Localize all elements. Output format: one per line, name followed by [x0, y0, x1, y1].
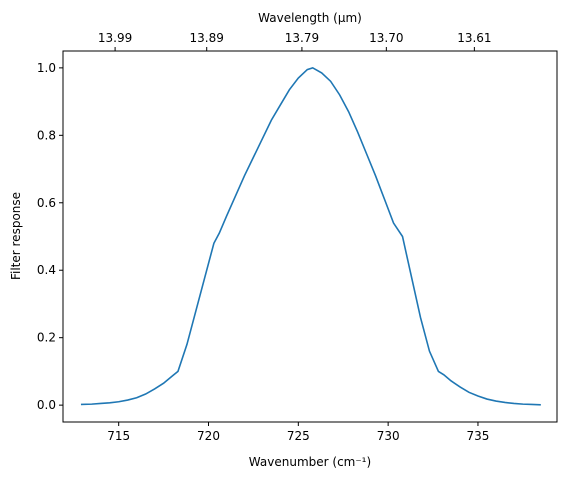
plot-area-frame [62, 50, 558, 423]
y-tick-label: 0.6 [37, 196, 56, 210]
top-axis-ticks: 13.99 13.89 13.79 13.70 13.61 [98, 31, 492, 51]
top-axis-title: Wavelength (μm) [258, 11, 362, 25]
y-tick-label: 0.4 [37, 263, 56, 277]
top-tick-label: 13.61 [457, 31, 491, 45]
series-line-filter-response [80, 66, 541, 406]
top-tick-label: 13.70 [369, 31, 403, 45]
y-tick-label: 0.0 [37, 398, 56, 412]
top-tick-label: 13.99 [98, 31, 132, 45]
left-axis-ticks: 0.0 0.2 0.4 0.6 0.8 1.0 [37, 61, 63, 412]
x-tick-label: 730 [377, 429, 400, 443]
bottom-axis-ticks: 715 720 725 730 735 [107, 422, 489, 443]
x-tick-label: 720 [197, 429, 220, 443]
y-axis-title: Filter response [9, 192, 23, 280]
top-tick-label: 13.89 [190, 31, 224, 45]
x-tick-label: 725 [287, 429, 310, 443]
y-tick-label: 0.8 [37, 128, 56, 142]
x-tick-label: 735 [467, 429, 490, 443]
x-axis-title: Wavenumber (cm⁻¹) [249, 455, 371, 469]
y-tick-label: 0.2 [37, 331, 56, 345]
y-tick-label: 1.0 [37, 61, 56, 75]
top-tick-label: 13.79 [285, 31, 319, 45]
x-tick-label: 715 [107, 429, 130, 443]
